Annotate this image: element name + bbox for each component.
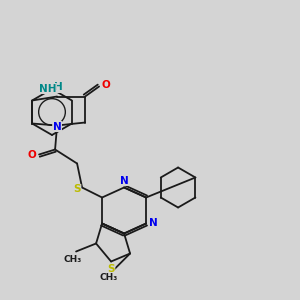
Text: N: N: [149, 218, 158, 229]
Text: NH: NH: [39, 83, 56, 94]
Text: CH₃: CH₃: [64, 255, 82, 264]
Text: CH₃: CH₃: [100, 273, 118, 282]
Text: O: O: [102, 80, 110, 89]
Text: N: N: [120, 176, 128, 185]
Text: S: S: [107, 265, 115, 275]
Text: H: H: [54, 82, 62, 92]
Text: S: S: [73, 184, 81, 194]
Text: N: N: [53, 122, 62, 131]
Text: O: O: [28, 151, 37, 160]
